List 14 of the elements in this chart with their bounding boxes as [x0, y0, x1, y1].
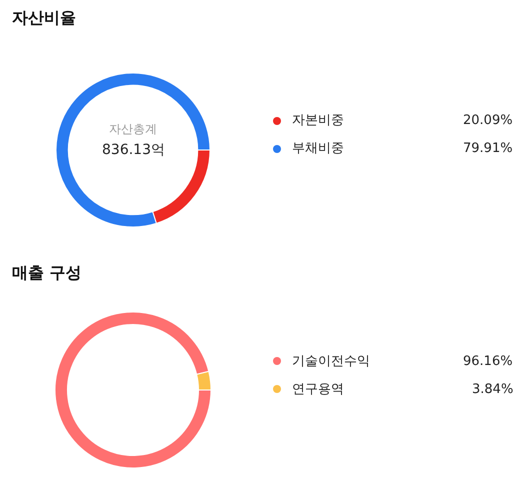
- legend-label: 부채비중: [292, 141, 344, 156]
- donut-slice: [54, 312, 212, 468]
- legend-label: 기술이전수익: [292, 354, 370, 369]
- legend-label: 자본비중: [292, 113, 344, 128]
- data-label: 20.09%: [463, 113, 513, 128]
- chart-title: 자산비율: [12, 8, 76, 27]
- text: 836.13억: [102, 142, 165, 158]
- data-label: 3.84%: [472, 382, 514, 397]
- data-label: 79.91%: [463, 141, 513, 156]
- legend-label: 연구용역: [292, 382, 344, 397]
- data-label: 96.16%: [463, 354, 513, 369]
- donut-slice: [56, 72, 210, 228]
- chart-title: 매출 구성: [12, 263, 82, 282]
- text: 자산총계: [109, 122, 157, 136]
